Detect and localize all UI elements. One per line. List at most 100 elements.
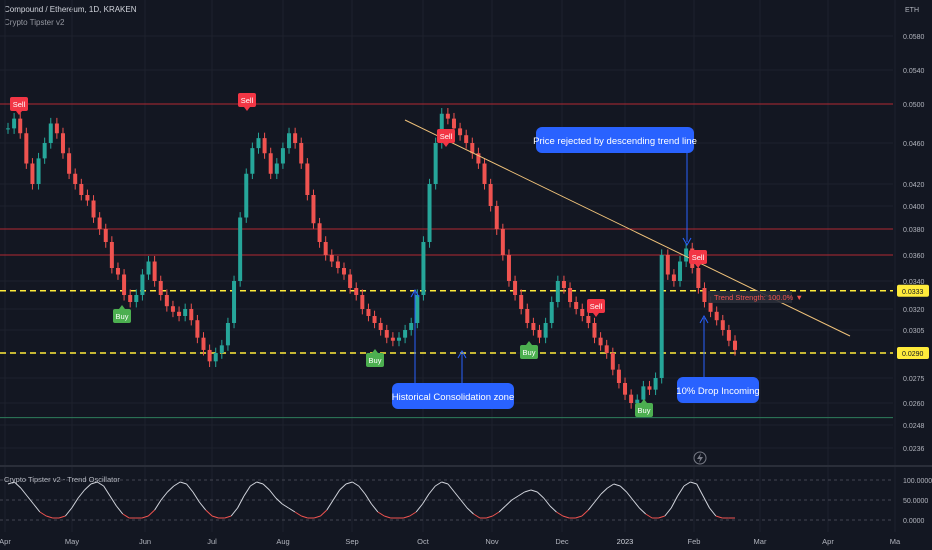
candle: [317, 217, 322, 248]
candle: [494, 200, 499, 235]
osc-segment: [211, 515, 219, 519]
osc-segment: [664, 507, 672, 517]
candle: [427, 178, 432, 248]
candle: [189, 303, 194, 326]
buy-signal-label[interactable]: Buy: [366, 349, 384, 367]
osc-segment: [517, 491, 525, 497]
candle: [403, 324, 408, 344]
osc-segment: [345, 481, 353, 485]
candle: [476, 147, 481, 169]
osc-segment: [84, 483, 92, 491]
osc-segment: [109, 495, 117, 507]
candle: [464, 129, 469, 149]
candle: [561, 275, 566, 294]
candle: [647, 380, 652, 396]
osc-segment: [250, 481, 257, 487]
osc-segment: [460, 499, 468, 509]
osc-segment: [645, 513, 653, 519]
sell-signal-label[interactable]: Sell: [10, 97, 28, 115]
sell-signal-label[interactable]: Sell: [689, 250, 707, 268]
osc-segment: [492, 511, 500, 517]
candle: [616, 364, 621, 389]
candle: [244, 168, 249, 223]
sell-signal-text: Sell: [692, 253, 705, 262]
sell-signal-label[interactable]: Sell: [587, 299, 605, 317]
candle: [280, 142, 285, 169]
buy-signal-label[interactable]: Buy: [635, 399, 653, 417]
candle: [531, 317, 536, 336]
osc-segment: [332, 489, 341, 501]
osc-segment: [447, 483, 455, 493]
candle: [519, 289, 524, 315]
candle: [268, 147, 273, 180]
candle: [482, 158, 487, 190]
osc-segment: [39, 511, 47, 517]
buy-signal-text: Buy: [369, 356, 382, 365]
osc-segment: [26, 495, 34, 505]
sell-signal-label[interactable]: Sell: [437, 129, 455, 147]
callout-drop: 10% Drop Incoming: [676, 314, 760, 403]
osc-segment: [326, 499, 334, 511]
buy-signal-label[interactable]: Buy: [113, 305, 131, 323]
candle: [390, 332, 395, 347]
time-tick-label: Jun: [139, 537, 151, 546]
osc-segment: [524, 489, 532, 493]
candle: [219, 339, 224, 359]
time-tick-label: Dec: [555, 537, 569, 546]
osc-segment: [224, 515, 232, 519]
osc-segment: [670, 495, 679, 509]
osc-segment: [530, 489, 538, 493]
osc-segment: [473, 513, 481, 519]
candle: [360, 289, 365, 315]
osc-segment: [281, 503, 289, 509]
osc-segment: [454, 491, 462, 501]
candle: [714, 306, 719, 326]
candle: [335, 255, 340, 274]
buy-signal-label[interactable]: Buy: [520, 341, 538, 359]
candles: [6, 108, 737, 409]
candle: [421, 236, 426, 301]
osc-segment: [186, 483, 194, 493]
candle: [329, 249, 334, 268]
candle: [366, 303, 371, 322]
osc-segment: [415, 503, 423, 513]
osc-segment: [173, 481, 181, 487]
osc-segment: [116, 505, 124, 515]
candle: [586, 310, 591, 329]
price-tick-label: 0.0460: [903, 141, 925, 148]
callout-drop-text: 10% Drop Incoming: [676, 386, 759, 397]
candle: [73, 168, 78, 190]
candle: [103, 223, 108, 248]
time-tick-label: May: [65, 537, 79, 546]
osc-segment: [581, 509, 589, 517]
osc-segment: [696, 483, 704, 497]
time-tick-label: Nov: [485, 537, 499, 546]
candle: [128, 289, 133, 308]
candle: [354, 282, 359, 301]
osc-segment: [358, 485, 366, 495]
candle: [54, 117, 59, 139]
candle: [458, 122, 463, 141]
candle: [97, 212, 102, 235]
candle: [678, 255, 683, 287]
osc-segment: [543, 497, 551, 507]
trend-oscillator-pane: Crypto Tipster v2 - Trend Oscillator 100.…: [0, 475, 932, 525]
sell-signal-label[interactable]: Sell: [238, 93, 256, 111]
candle: [445, 108, 450, 125]
lightning-icon[interactable]: [693, 451, 707, 465]
osc-segment: [288, 507, 296, 513]
price-tag: 0.0333: [897, 284, 929, 297]
osc-segment: [428, 485, 436, 495]
candle: [256, 132, 261, 154]
price-tick-label: 0.0360: [903, 253, 925, 260]
price-tag-text: 0.0290: [902, 351, 924, 358]
osc-segment: [384, 515, 391, 519]
candle: [409, 317, 414, 336]
trend-strength-text: Trend Strength: 100.0% ▼: [714, 293, 803, 302]
osc-segment: [65, 507, 73, 517]
osc-segment: [7, 481, 15, 485]
osc-segment: [683, 481, 691, 487]
osc-segment: [466, 507, 474, 515]
callout-trend-rejection: Price rejected by descending trend line: [533, 127, 697, 247]
